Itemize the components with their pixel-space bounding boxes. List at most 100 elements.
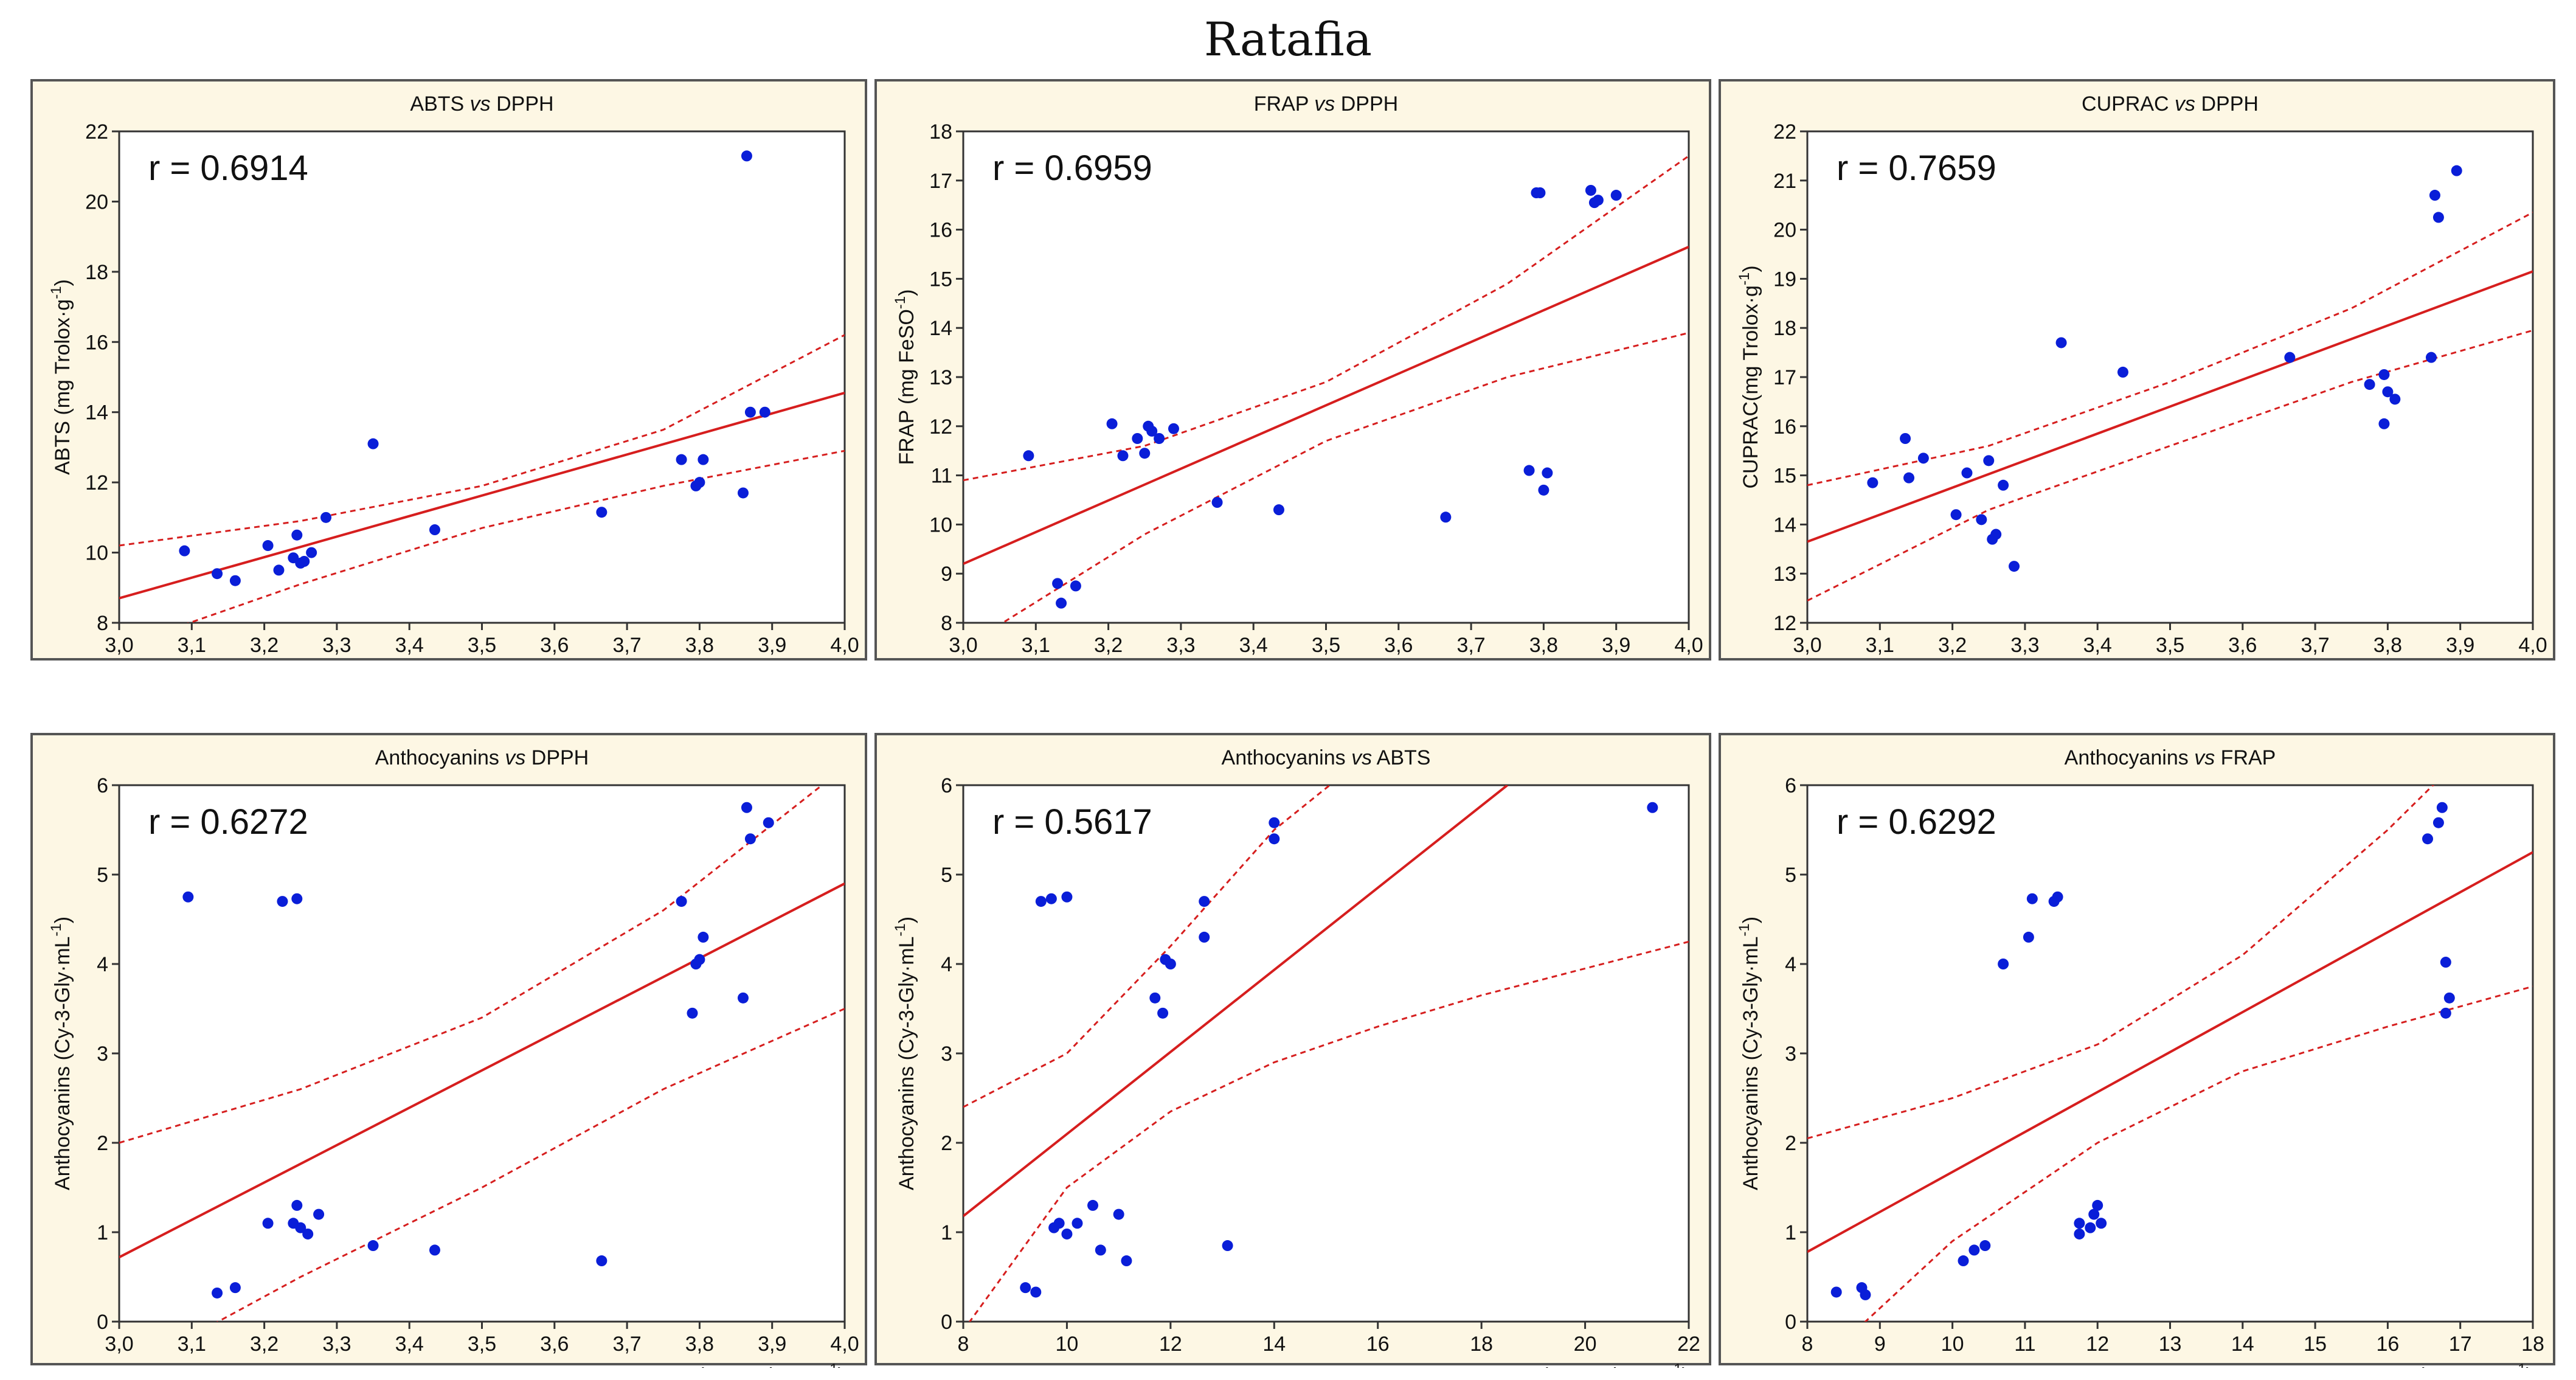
chart-panel-2: FRAP vs DPPH 3,0 3,1 3,2 3,3 3,4 3,5 3,6 3,7 3,8 3… [874,79,1711,663]
data-point [1950,509,1962,521]
x-tick-label: 15 [2304,1333,2327,1356]
data-point [429,524,440,536]
y-tick-label: 20 [1773,219,1796,242]
data-point [1061,891,1073,903]
data-point [2117,366,2128,378]
x-tick-label: 3,6 [540,1333,569,1356]
data-point [1199,931,1210,943]
x-tick-label: 20 [1574,1333,1597,1356]
data-point [262,540,274,552]
y-tick-label: 16 [85,331,108,354]
x-tick-label: 3,7 [2301,634,2329,657]
data-point [2440,1007,2451,1019]
chart-svg: CUPRAC vs DPPH 3,0 3,1 3,2 3,3 3,4 3,5 3,6 3,7 3,… [1736,92,2547,663]
data-point [302,1228,314,1240]
plot-area [118,784,846,1323]
y-tick-label: 14 [1773,513,1796,536]
data-point [2436,802,2448,813]
data-point [2425,352,2437,363]
regression-line [1807,270,2533,543]
data-point [1199,896,1210,907]
plot-content [119,150,845,623]
confidence-band-lower [187,449,845,623]
y-tick-label: 12 [929,415,952,439]
confidence-band-lower [216,1008,845,1322]
y-tick-label: 1 [1785,1221,1796,1244]
y-axis-label: Anthocyanins (Cy-3-Gly·mL-1) [1736,917,1762,1190]
y-tick-label: 10 [929,513,952,536]
y-tick-label: 22 [85,120,108,144]
y-tick-label: 19 [1773,268,1796,291]
data-point [596,1255,608,1267]
chart-title-vs: vs [1351,746,1372,769]
plot-content [963,785,1689,1322]
x-tick-label: 3,1 [178,634,206,657]
data-point [2364,379,2375,390]
data-point [687,1007,698,1019]
y-tick-label: 14 [85,401,108,425]
data-point [737,487,749,499]
chart-svg: FRAP vs DPPH 3,0 3,1 3,2 3,3 3,4 3,5 3,6 3,7 3,8 3… [892,92,1703,663]
data-point [1113,1208,1124,1220]
data-point [1269,833,1280,845]
data-point [2378,369,2390,380]
chart-title-left: Anthocyanins [1222,746,1352,769]
data-point [1117,450,1129,462]
correlation-label: r = 0.6914 [148,148,308,188]
x-tick-label: 3,5 [468,634,496,657]
data-point [1211,497,1223,508]
confidence-band-upper [119,785,824,1144]
data-point [429,1244,440,1256]
data-point [1269,817,1280,828]
y-tick-label: 14 [929,317,952,340]
y-tick-label: 18 [929,120,952,144]
y-tick-label: 5 [941,864,952,887]
data-point [1961,467,1973,479]
x-tick-label: 12 [1159,1333,1182,1356]
y-tick-label: 18 [85,261,108,284]
data-point [1146,425,1158,437]
x-tick-label: 3,9 [2446,634,2474,657]
data-point [694,477,705,488]
data-point [1647,802,1658,813]
confidence-band-lower [1001,331,1689,623]
regression-line [963,246,1689,565]
data-point [1958,1255,1969,1267]
chart-title-left: ABTS [410,92,469,116]
data-point [1121,1255,1132,1267]
data-point [698,931,709,943]
x-tick-label: 9 [1874,1333,1886,1356]
data-point [1072,1218,1083,1229]
data-point [1061,1228,1073,1240]
chart-title-vs: vs [1314,92,1335,116]
x-tick-label: 3,0 [949,634,977,657]
x-tick-label: 17 [2449,1333,2472,1356]
data-point [698,454,709,465]
y-tick-label: 12 [85,471,108,494]
data-point [1056,597,1067,609]
data-point [676,454,687,465]
y-axis-label: Anthocyanins (Cy-3-Gly·mL-1) [892,917,918,1190]
data-point [1149,992,1161,1004]
x-tick-label: 13 [2159,1333,2182,1356]
data-point [2088,1208,2100,1220]
chart-title-left: FRAP [1254,92,1315,116]
x-axis-label: DPPH (mg Trolox·g4·g [1483,662,1689,663]
confidence-band-upper [1807,785,2435,1140]
data-point [2429,190,2440,201]
data-point [1903,472,1915,484]
data-point [367,438,379,449]
y-tick-label: 12 [1773,612,1796,635]
data-point [1087,1199,1099,1211]
y-tick-label: 9 [941,563,952,586]
data-point [1020,1282,1031,1294]
data-point [2432,817,2444,828]
data-point [1070,580,1081,592]
correlation-label: r = 0.7659 [1837,148,1996,188]
x-tick-label: 3,0 [105,634,133,657]
data-point [179,545,190,557]
y-axis-label: CUPRAC(mg Trolox·g-1) [1736,265,1762,488]
data-point [737,992,749,1004]
data-point [2451,165,2462,176]
regression-line [1807,851,2533,1253]
